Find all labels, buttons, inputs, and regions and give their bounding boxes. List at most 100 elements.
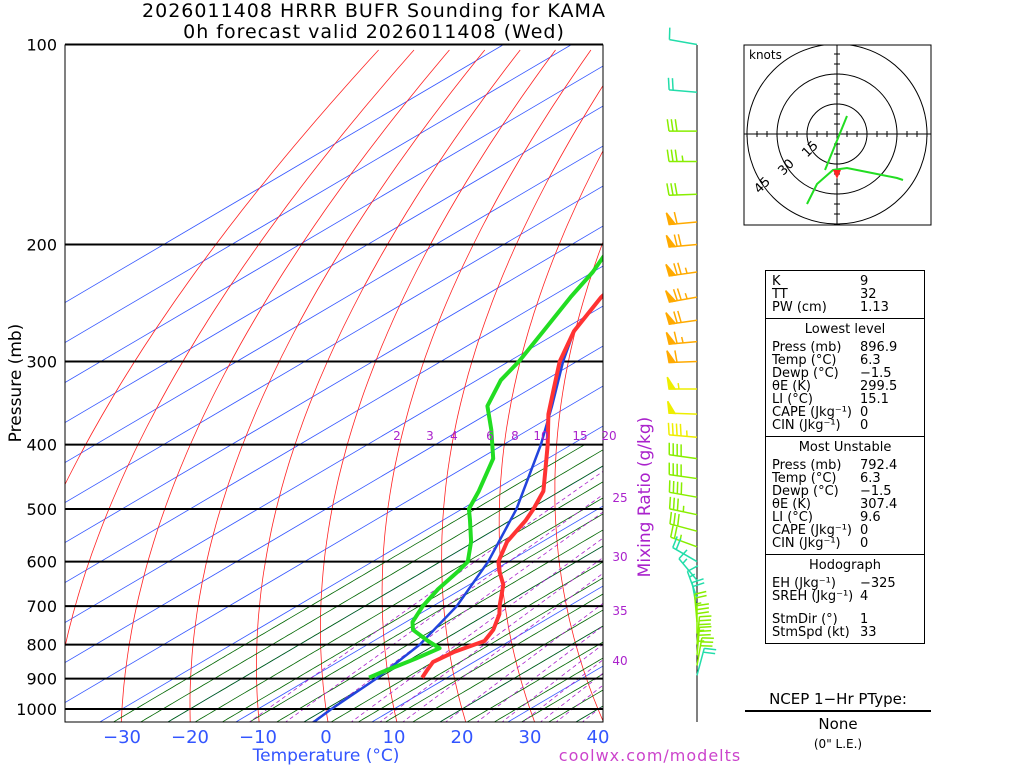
isotherm-line — [65, 65, 603, 383]
stat-value: 0 — [860, 536, 869, 551]
chart-title: 2026011408 HRRR BUFR Sounding for KAMA — [142, 0, 606, 22]
mixing-ratio-label: 2 — [393, 429, 401, 443]
wind-barb-half-feather — [682, 558, 688, 564]
wind-barb — [666, 119, 697, 132]
wind-barb — [666, 400, 698, 415]
wind-barb-feather — [676, 288, 682, 301]
wind-barb-feather — [698, 623, 711, 626]
temperature-tick-label: 20 — [451, 727, 474, 748]
wind-barb-pennant — [666, 376, 677, 390]
stat-label: LI (°C) — [772, 392, 813, 407]
wind-barb — [668, 496, 698, 516]
wind-barb-feather — [674, 350, 678, 363]
wind-barb-pennant — [665, 234, 677, 248]
wind-barb-feather — [699, 615, 712, 618]
stat-row: CAPE (Jkg⁻¹) 0 — [772, 406, 918, 419]
stat-row: Temp (°C) 6.3 — [772, 472, 918, 485]
wind-barb-feather — [699, 619, 712, 622]
hodograph-trace — [806, 166, 904, 205]
wind-barb-feather — [696, 607, 709, 611]
stat-label: PW (cm) — [772, 300, 827, 315]
wind-barb-pennant — [664, 290, 677, 303]
wind-barb-feather — [671, 423, 674, 436]
mixing-ratio-label: 20 — [601, 429, 616, 443]
mixing-ratio-line — [402, 572, 603, 722]
wind-barb-pennant — [666, 400, 677, 415]
wind-barb-feather — [699, 629, 712, 633]
wind-barb — [669, 525, 698, 548]
wind-barb-feather — [676, 513, 680, 527]
wind-barb-feather — [677, 262, 682, 275]
isobars — [65, 43, 603, 710]
isotherm-line — [65, 385, 603, 703]
temperature-line — [420, 292, 603, 679]
stat-value: 896.9 — [860, 340, 898, 355]
stat-value: 15.1 — [860, 392, 889, 407]
stat-value: 6.3 — [860, 353, 881, 368]
wind-barb-feather — [670, 149, 674, 162]
pressure-tick-label: 800 — [26, 636, 57, 655]
wind-barb-feather — [698, 633, 711, 637]
temperature-tick-label: −20 — [171, 727, 209, 748]
mixing-ratio-line — [248, 470, 603, 722]
dry-adiabat-line — [255, 49, 521, 722]
isotherm-line — [65, 345, 603, 663]
wind-barb-feather — [673, 311, 678, 324]
profiles — [311, 253, 603, 722]
parcel-path-line — [311, 330, 576, 722]
hodograph-stats-header: Hodograph — [809, 558, 881, 573]
wind-barb-feather — [671, 78, 674, 91]
mixing-ratio-line — [522, 659, 603, 722]
wind-barb-half-feather — [680, 336, 684, 344]
wind-barb-half-feather — [684, 292, 688, 300]
stat-value: 6.3 — [860, 471, 881, 486]
wind-barb-feather — [669, 525, 674, 538]
moist-adiabat-line — [493, 657, 603, 722]
wind-barb-feather — [677, 234, 682, 247]
stat-row: EH (Jkg⁻¹) −325 — [772, 577, 918, 590]
dry-adiabat-line — [381, 49, 592, 722]
moist-adiabat-line — [520, 673, 603, 722]
y-axis-label: Pressure (mb) — [6, 324, 26, 443]
mixing-ratio-label: 40 — [612, 654, 627, 668]
mixing-ratio-line — [476, 625, 603, 722]
ptype-value: None — [818, 715, 858, 733]
moist-adiabat-line — [139, 449, 603, 722]
stat-row: Press (mb) 896.9 — [772, 341, 918, 354]
moist-adiabat-line — [384, 593, 603, 722]
stat-label: Temp (°C) — [772, 353, 837, 368]
wind-barb-feather — [675, 423, 678, 436]
mixing-ratio-line — [555, 684, 603, 722]
wind-barb-feather — [673, 234, 678, 247]
dry-adiabat-line — [120, 49, 450, 722]
mixing-ratio-axis-label: Mixing Ratio (g/kg) — [635, 417, 655, 578]
wind-barb-shaft — [668, 193, 698, 196]
mixing-ratio-line — [350, 537, 603, 722]
isotherm-line — [65, 105, 603, 423]
stat-value: 32 — [860, 287, 877, 302]
mixing-ratio-line — [501, 643, 603, 722]
wind-barb-feather — [677, 310, 682, 323]
wind-barb-shaft — [696, 637, 703, 666]
moist-adiabat-line — [547, 689, 603, 722]
pressure-tick-label: 600 — [26, 553, 57, 572]
wind-barb — [678, 549, 698, 581]
wind-barb-feather — [674, 119, 678, 132]
wind-barb-feather — [694, 594, 707, 599]
most-unstable-header: Most Unstable — [798, 440, 892, 455]
wind-barb-feather — [691, 578, 704, 584]
mixing-ratio-label: 30 — [612, 550, 627, 564]
wind-barb — [667, 77, 698, 94]
footer-site: coolwx.com/modelts — [559, 746, 741, 765]
wind-barb-feather — [672, 288, 679, 301]
mixing-ratio-label: 10 — [533, 429, 548, 443]
wind-barb-feather — [670, 119, 674, 132]
storm-motion-marker — [833, 170, 841, 179]
stat-row: Dewp (°C) −1.5 — [772, 485, 918, 498]
x-axis-label: Temperature (°C) — [252, 746, 400, 766]
isotherm-line — [65, 45, 572, 343]
stat-row: StmDir (°) 1 — [772, 613, 918, 626]
stat-value: 4 — [860, 589, 869, 604]
stats-panel: K 9 TT 32 PW (cm) 1.13 Lowest level Press (mb… — [765, 270, 925, 644]
hodograph-units: knots — [749, 48, 782, 62]
